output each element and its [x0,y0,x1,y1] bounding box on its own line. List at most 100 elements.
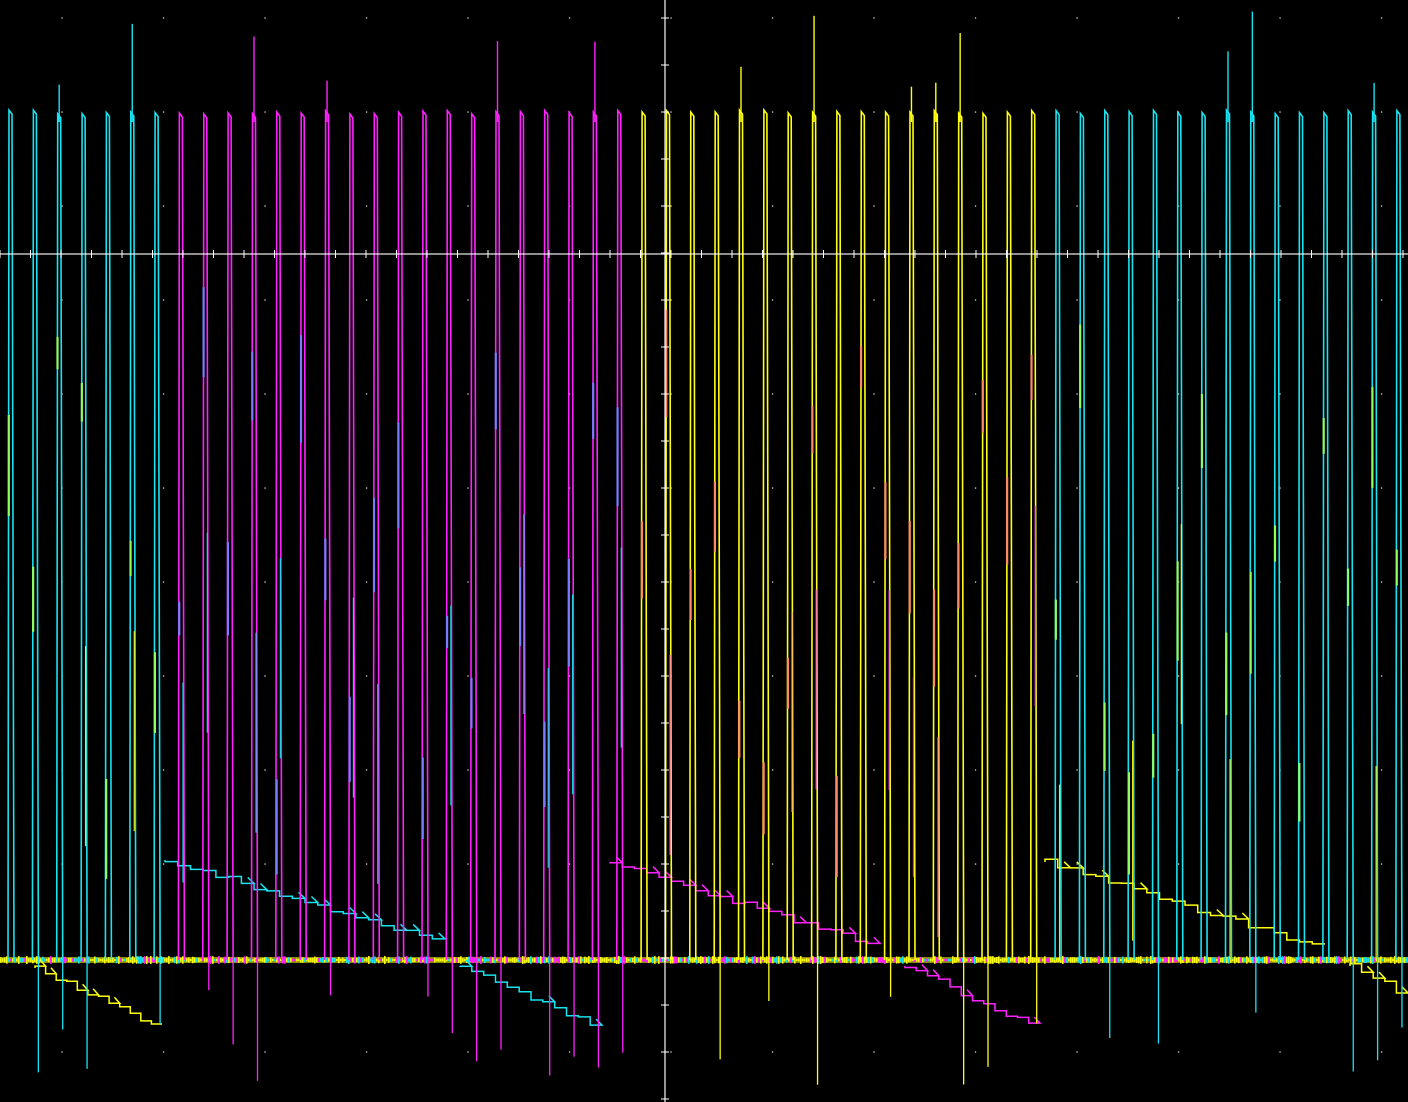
noise-sample [662,958,664,962]
grid-dot [1177,17,1180,19]
grid-dot [1076,1051,1078,1053]
noise-sample [804,958,806,962]
grid-dot [1076,581,1078,583]
noise-sample [1100,958,1102,962]
noise-sample [696,956,698,964]
noise-sample [218,956,220,964]
noise-sample [590,958,592,962]
noise-sample [1336,956,1338,964]
noise-sample [876,958,878,962]
noise-sample [1112,958,1114,962]
noise-sample [436,958,438,962]
noise-sample [410,956,412,964]
noise-sample [360,957,362,963]
noise-sample [116,956,118,964]
noise-sample [838,958,840,962]
noise-sample [1002,957,1004,963]
noise-sample [274,958,276,962]
noise-sample [1242,957,1244,963]
noise-sample [4,957,6,963]
noise-sample [492,957,494,963]
noise-sample [6,956,8,964]
pulse-cyan [1346,108,1354,961]
noise-sample [930,958,932,962]
noise-sample [240,958,242,962]
noise-sample [358,956,360,964]
grid-dot [568,487,571,489]
noise-sample [922,957,924,963]
noise-sample [372,956,374,964]
grid-dot [365,1051,368,1053]
noise-sample [1338,956,1340,964]
noise-sample [368,956,370,964]
noise-sample [106,958,108,962]
noise-sample [1280,957,1282,963]
pulse-cyan [1395,108,1403,961]
noise-sample [1392,958,1394,962]
noise-sample [510,958,512,962]
noise-sample [1120,958,1122,962]
noise-sample [974,956,976,964]
grid-dot [974,393,977,395]
grid-dot [162,17,165,19]
noise-sample [902,956,904,964]
noise-sample [992,956,994,964]
noise-sample [1254,956,1256,964]
noise-sample [1028,956,1030,964]
grid-dot [1279,487,1281,489]
grid-dot [467,299,469,301]
grid-dot [974,111,977,113]
pulse-magenta [299,110,307,961]
noise-sample [1208,957,1210,963]
noise-sample [1008,956,1010,964]
noise-sample [1134,958,1136,962]
grid-dot [264,769,266,771]
noise-sample [1038,957,1040,963]
noise-sample [1252,956,1254,964]
noise-sample [748,958,750,962]
noise-sample [228,956,230,964]
noise-sample [1362,957,1364,963]
noise-sample [370,958,372,962]
grid-dot [873,769,875,771]
noise-sample [1354,956,1356,964]
pulse-cyan [1078,111,1087,961]
noise-sample [1056,957,1058,963]
noise-sample [962,957,964,963]
noise-sample [518,957,520,963]
pulse-cyan [1200,110,1208,961]
noise-sample [896,956,898,964]
noise-sample [198,957,200,963]
noise-sample [712,956,714,964]
grid-dot [1380,205,1383,207]
noise-sample [340,958,342,962]
noise-sample [264,957,266,963]
noise-sample [904,958,906,962]
noise-sample [78,956,80,964]
noise-sample [418,958,420,962]
noise-sample [682,958,684,962]
noise-sample [280,958,282,962]
noise-sample [652,956,654,964]
noise-sample [866,957,868,963]
noise-sample [440,958,442,962]
noise-sample [146,956,148,964]
noise-sample [268,958,270,962]
noise-sample [472,956,474,964]
grid-dot [670,111,672,113]
grid-dot [61,17,63,19]
noise-sample [1210,957,1212,963]
noise-sample [216,958,218,962]
noise-sample [142,957,144,963]
noise-sample [678,957,680,963]
noise-sample [42,956,44,964]
grid-dot [162,581,165,583]
noise-sample [1402,957,1404,963]
noise-sample [820,956,822,964]
noise-sample [68,957,70,963]
noise-sample [702,956,704,964]
noise-sample [1096,958,1098,962]
noise-sample [1088,957,1090,963]
noise-sample [226,957,228,963]
noise-sample [134,957,136,963]
